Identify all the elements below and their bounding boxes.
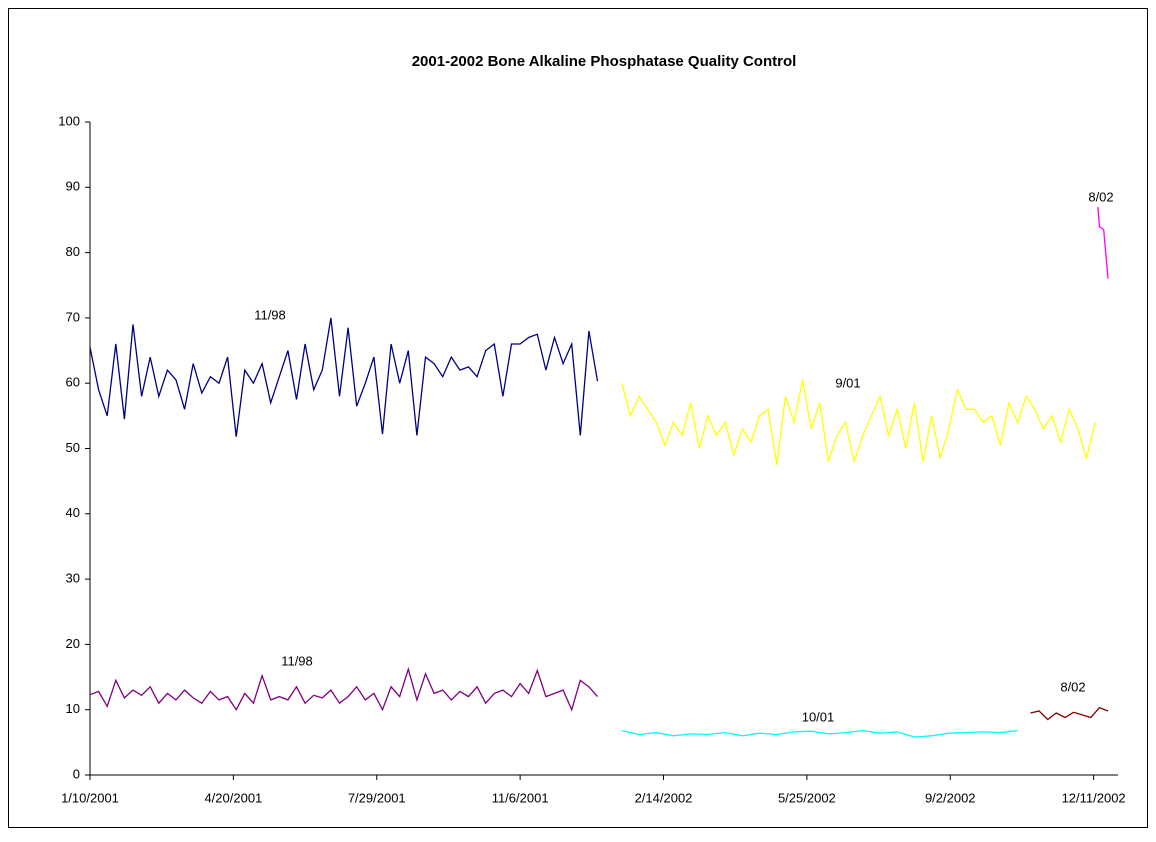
- annotation: 8/02: [1088, 189, 1113, 204]
- y-tick-label: 80: [66, 244, 80, 259]
- annotation: 8/02: [1060, 679, 1085, 694]
- x-tick-label: 2/14/2002: [635, 790, 693, 805]
- x-tick-label: 5/25/2002: [778, 790, 836, 805]
- y-tick-label: 100: [58, 113, 80, 128]
- series-line: [89, 317, 599, 437]
- y-tick-label: 20: [66, 636, 80, 651]
- annotation: 10/01: [802, 709, 835, 724]
- y-tick-label: 0: [73, 766, 80, 781]
- annotation: 11/98: [254, 307, 286, 322]
- annotation: 11/98: [281, 653, 313, 668]
- series-line: [1030, 706, 1109, 721]
- y-tick-label: 60: [66, 375, 80, 390]
- y-tick-label: 70: [66, 309, 80, 324]
- annotation: 9/01: [835, 375, 860, 390]
- y-tick-label: 90: [66, 179, 80, 194]
- series-line: [1097, 206, 1109, 279]
- x-tick-label: 4/20/2001: [204, 790, 262, 805]
- y-tick-label: 10: [66, 701, 80, 716]
- x-tick-label: 7/29/2001: [348, 790, 406, 805]
- series-line: [621, 729, 1018, 738]
- x-tick-label: 9/2/2002: [925, 790, 976, 805]
- chart-frame: [8, 8, 1148, 828]
- series-line: [89, 666, 598, 712]
- y-tick-label: 30: [66, 571, 80, 586]
- series-line: [621, 379, 1096, 465]
- y-tick-label: 50: [66, 440, 80, 455]
- y-tick-label: 40: [66, 505, 80, 520]
- x-tick-label: 11/6/2001: [492, 790, 549, 805]
- x-tick-label: 1/10/2001: [61, 790, 119, 805]
- x-tick-label: 12/11/2002: [1062, 790, 1126, 805]
- chart-title: 2001-2002 Bone Alkaline Phosphatase Qual…: [412, 53, 797, 70]
